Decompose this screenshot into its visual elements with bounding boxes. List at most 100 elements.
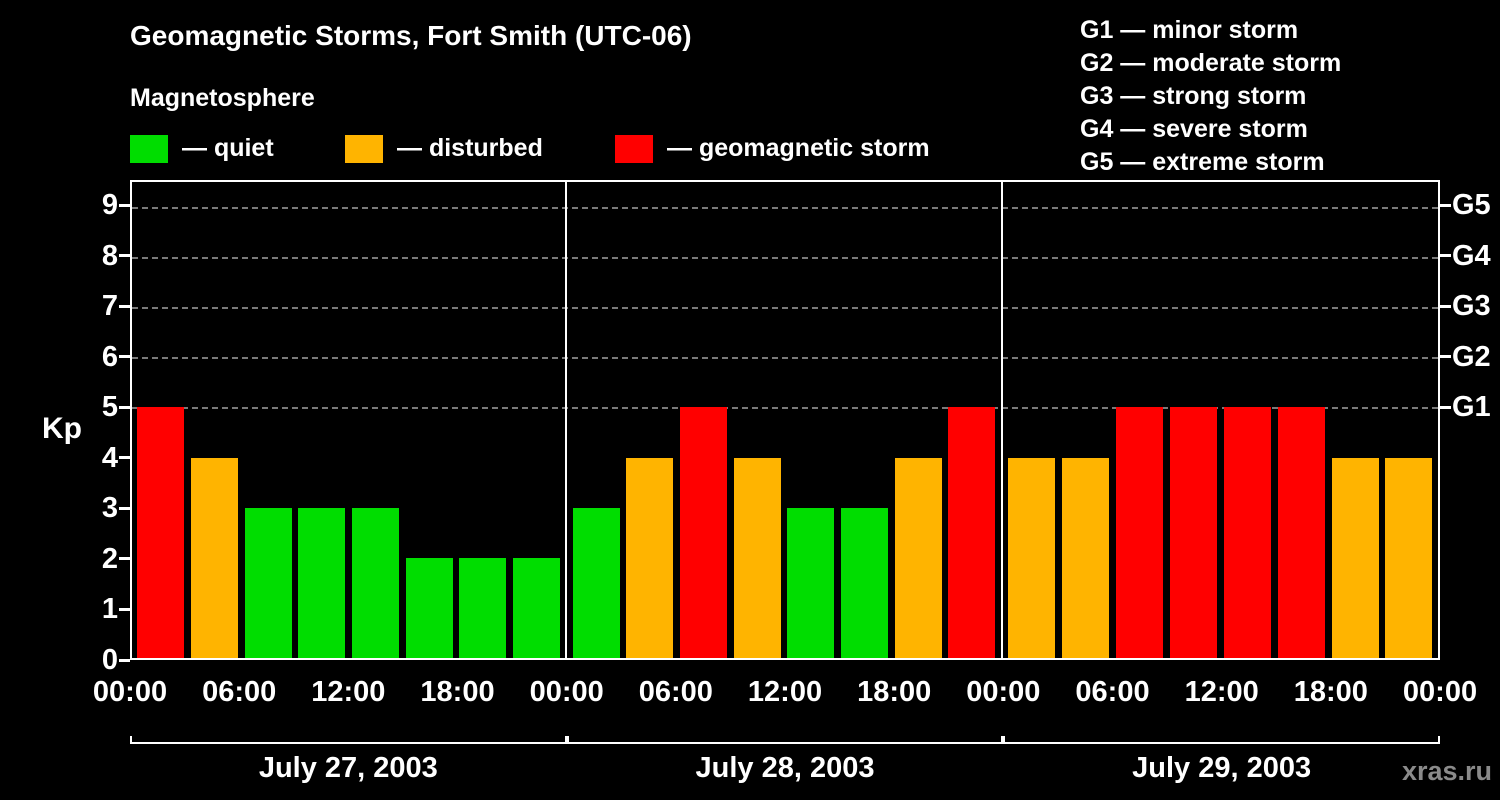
y-axis-label: 2: [101, 542, 118, 575]
y-axis-tick: [119, 254, 130, 258]
gridline-kp9: [132, 207, 1438, 210]
x-axis-label: 00:00: [92, 676, 168, 708]
g-axis-tick: [1440, 355, 1451, 359]
y-axis-label: 9: [101, 189, 118, 222]
kp-bar: [512, 557, 560, 658]
kp-bar: [679, 407, 727, 658]
y-axis-tick: [119, 658, 130, 662]
day-label: July 28, 2003: [695, 752, 875, 784]
g-axis-tick: [1440, 304, 1451, 308]
y-axis-tick: [119, 557, 130, 561]
x-axis-label: 12:00: [311, 676, 386, 708]
x-axis-label: 18:00: [857, 676, 932, 708]
kp-bar: [787, 507, 835, 658]
kp-bar: [1277, 407, 1325, 658]
storm-scale-line: G3 — strong storm: [1080, 82, 1307, 110]
g-axis-tick: [1440, 254, 1451, 258]
legend-swatch-quiet: [130, 134, 168, 163]
x-axis-label: 00:00: [529, 676, 604, 708]
x-axis-label: 06:00: [202, 676, 277, 708]
y-axis-label: 3: [101, 492, 118, 525]
kp-bar: [190, 457, 238, 658]
storm-scale-legend: G1 — minor storm G2 — moderate storm G3 — …: [1080, 14, 1341, 179]
kp-bar: [1115, 407, 1163, 658]
kp-bar: [137, 407, 185, 658]
y-axis-tick: [119, 506, 130, 510]
y-axis-label: 5: [101, 391, 118, 424]
y-axis-tick: [119, 355, 130, 359]
legend-swatch-storm: [615, 134, 653, 163]
kp-bar: [626, 457, 674, 658]
kp-bar: [1062, 457, 1110, 658]
kp-bar: [948, 407, 996, 658]
y-axis-label: 1: [101, 593, 118, 626]
g-scale-label: G2: [1452, 340, 1491, 373]
storm-scale-line: G1 — minor storm: [1080, 16, 1299, 44]
kp-bar: [1223, 407, 1271, 658]
g-scale-label: G4: [1452, 239, 1491, 272]
x-axis-label: 06:00: [638, 676, 713, 708]
legend-label-quiet: — quiet: [182, 134, 274, 162]
g-scale-label: G1: [1452, 391, 1491, 424]
x-axis-label: 00:00: [966, 676, 1041, 708]
magnetosphere-label: Magnetosphere: [130, 84, 315, 112]
legend-item-storm: — geomagnetic storm: [615, 134, 930, 163]
day-label: July 29, 2003: [1132, 752, 1312, 784]
kp-bar: [351, 507, 399, 658]
storm-scale-line: G2 — moderate storm: [1080, 49, 1342, 77]
legend-label-storm: — geomagnetic storm: [667, 134, 930, 162]
g-axis-tick: [1440, 203, 1451, 207]
legend-item-quiet: — quiet: [130, 134, 274, 163]
legend-label-disturbed: — disturbed: [397, 134, 543, 162]
gridline-kp5: [132, 407, 1438, 410]
gridline-kp7: [132, 307, 1438, 310]
x-axis-label: 18:00: [420, 676, 495, 708]
watermark: xras.ru: [1401, 756, 1492, 786]
legend-item-disturbed: — disturbed: [345, 134, 543, 163]
kp-bar: [298, 507, 346, 658]
legend-swatch-disturbed: [345, 134, 383, 163]
y-axis-label: 6: [101, 340, 118, 373]
day-panel: [1003, 182, 1438, 658]
kp-bar: [244, 507, 292, 658]
kp-bar: [459, 557, 507, 658]
day-panel: [567, 182, 1003, 658]
storm-scale-line: G4 — severe storm: [1080, 115, 1308, 143]
day-label: July 27, 2003: [258, 752, 438, 784]
kp-bar: [1169, 407, 1217, 658]
y-axis-label: 4: [101, 441, 118, 474]
g-scale-label: G5: [1452, 189, 1491, 222]
kp-bar: [1008, 457, 1056, 658]
gridline-kp6: [132, 357, 1438, 360]
kp-bar: [1385, 457, 1433, 658]
y-axis-tick: [119, 304, 130, 308]
kp-bar: [733, 457, 781, 658]
x-axis-label: 00:00: [1402, 676, 1478, 708]
x-axis-label: 12:00: [747, 676, 823, 708]
y-axis-tick: [119, 607, 130, 611]
kp-bar: [894, 457, 942, 658]
x-axis-label: 06:00: [1075, 676, 1150, 708]
x-axis-label: 18:00: [1293, 676, 1368, 708]
y-axis-label: 7: [101, 290, 118, 323]
y-axis-label: 0: [101, 644, 118, 676]
g-axis-tick: [1440, 405, 1451, 409]
x-axis-label: 12:00: [1184, 676, 1259, 708]
y-axis-tick: [119, 203, 130, 207]
g-scale-label: G3: [1452, 290, 1491, 323]
y-axis-label: 8: [101, 239, 118, 272]
day-panel: [132, 182, 568, 658]
y-axis-tick: [119, 405, 130, 409]
plot-area: [130, 180, 1440, 660]
kp-bar: [572, 507, 620, 658]
day-bracket: [1003, 736, 1440, 744]
gridline-kp8: [132, 257, 1438, 260]
y-axis-title: Kp: [42, 412, 82, 445]
page-title: Geomagnetic Storms, Fort Smith (UTC-06): [130, 20, 692, 51]
day-bracket: [130, 736, 567, 744]
storm-scale-line: G5 — extreme storm: [1080, 148, 1325, 176]
kp-bar: [840, 507, 888, 658]
kp-bar: [1331, 457, 1379, 658]
y-axis-tick: [119, 456, 130, 460]
